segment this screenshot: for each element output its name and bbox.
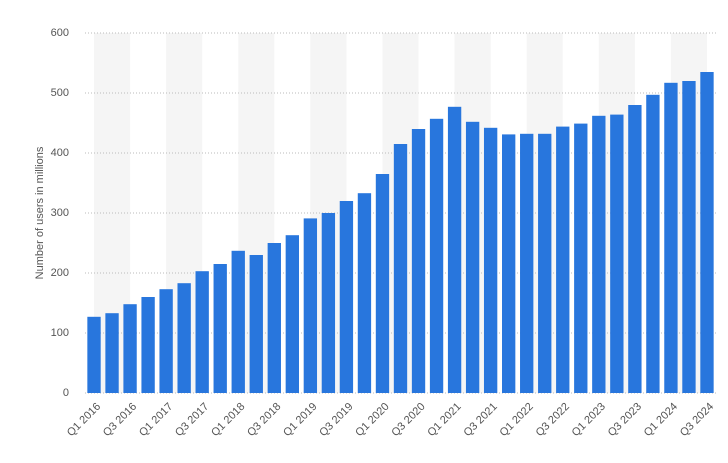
x-tick-label: Q3 2023 <box>606 401 644 439</box>
bar <box>556 126 570 393</box>
x-tick-label: Q3 2016 <box>101 401 139 439</box>
bar <box>483 127 498 394</box>
bar <box>411 129 426 393</box>
bar <box>141 297 155 393</box>
bar <box>357 193 372 393</box>
bar <box>339 201 354 393</box>
bar <box>520 133 534 394</box>
bar <box>105 313 119 393</box>
x-tick-label: Q3 2017 <box>173 401 211 439</box>
x-tick-label: Q1 2023 <box>570 401 608 439</box>
bar <box>574 123 588 393</box>
y-tick-label: 500 <box>51 87 69 99</box>
bar <box>682 81 696 393</box>
y-tick-label: 100 <box>51 327 69 339</box>
x-tick-label: Q1 2024 <box>642 401 680 439</box>
y-tick-label: 300 <box>51 207 69 219</box>
x-tick-label: Q1 2022 <box>498 401 536 439</box>
bar <box>393 144 408 393</box>
bar <box>646 94 660 394</box>
bar <box>231 250 245 393</box>
bar <box>321 213 336 393</box>
x-tick-label: Q3 2024 <box>678 401 716 439</box>
x-tick-label: Q3 2020 <box>389 401 427 439</box>
bar <box>628 105 642 393</box>
y-tick-label: 600 <box>51 27 69 39</box>
bar <box>538 133 552 394</box>
bar <box>502 134 516 393</box>
x-tick-label: Q3 2018 <box>245 401 283 439</box>
bar <box>610 114 624 393</box>
x-tick-label: Q1 2020 <box>353 401 391 439</box>
x-tick-label: Q1 2016 <box>65 401 103 439</box>
bar <box>700 72 714 393</box>
bar <box>123 304 137 393</box>
x-tick-label: Q3 2022 <box>534 401 572 439</box>
x-tick-label: Q1 2019 <box>281 401 319 439</box>
y-tick-label: 200 <box>51 267 69 279</box>
x-tick-label: Q1 2017 <box>137 401 175 439</box>
bar <box>447 106 462 394</box>
bar <box>177 283 191 393</box>
x-tick-label: Q3 2021 <box>461 401 499 439</box>
bar <box>429 118 444 394</box>
bar <box>87 316 101 393</box>
y-axis-label: Number of users in millions <box>34 146 46 279</box>
bar <box>303 218 318 393</box>
x-tick-label: Q1 2021 <box>425 401 463 439</box>
bar <box>375 174 390 393</box>
bar <box>285 235 299 393</box>
bar <box>213 264 227 393</box>
bar <box>249 255 263 393</box>
bar <box>267 243 281 393</box>
bar <box>592 115 606 394</box>
x-tick-label: Q1 2018 <box>209 401 247 439</box>
bar <box>159 289 173 393</box>
bar <box>195 271 209 393</box>
y-tick-label: 0 <box>63 387 69 399</box>
y-tick-label: 400 <box>51 147 69 159</box>
x-tick-label: Q3 2019 <box>317 401 355 439</box>
bar <box>664 82 678 394</box>
bar <box>465 121 480 394</box>
